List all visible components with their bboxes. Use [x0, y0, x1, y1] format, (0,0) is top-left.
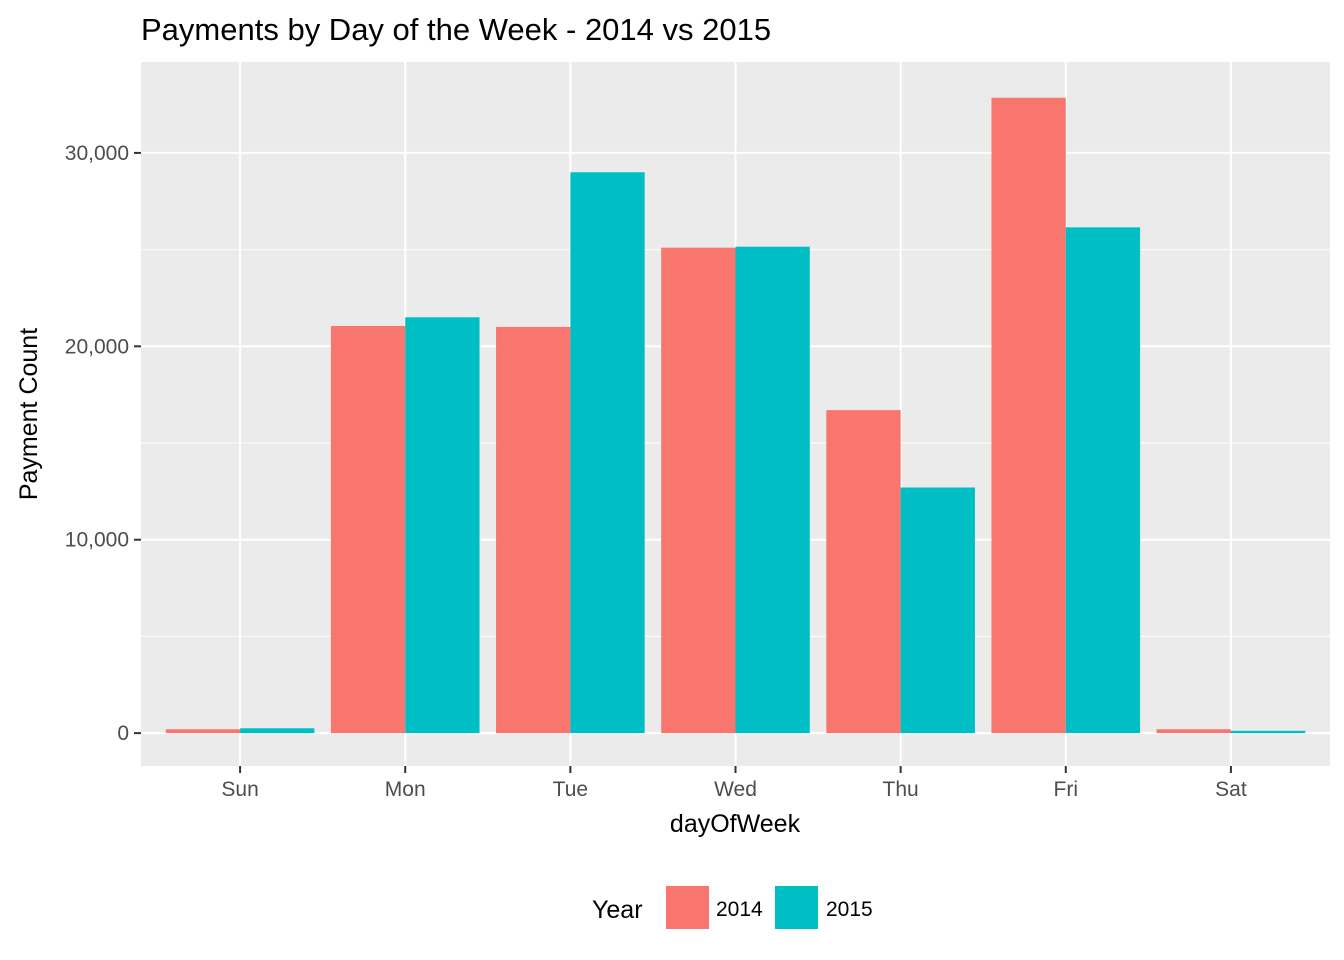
- y-axis: 0 10,000 20,000 30,000: [65, 142, 141, 745]
- bar-2014-thu: [826, 410, 901, 734]
- bar-2015-sat: [1230, 730, 1306, 734]
- x-tick-label: Sat: [1215, 778, 1247, 801]
- x-tick-label: Sun: [221, 778, 258, 801]
- y-tick-label: 10,000: [65, 529, 129, 552]
- x-tick-label: Wed: [714, 778, 757, 801]
- y-tick-label: 30,000: [65, 142, 129, 165]
- bars: [165, 97, 1306, 734]
- x-axis-title: dayOfWeek: [670, 810, 801, 838]
- bar-2014-sat: [1156, 729, 1231, 734]
- bar-2014-fri: [991, 97, 1066, 734]
- legend-key-2014: [666, 886, 709, 929]
- x-tick-label: Mon: [385, 778, 426, 801]
- y-axis-title: Payment Count: [15, 328, 43, 500]
- legend-label-2015: 2015: [826, 898, 873, 921]
- bar-2015-mon: [405, 317, 480, 734]
- x-tick-label: Tue: [553, 778, 588, 801]
- x-tick-label: Fri: [1054, 778, 1079, 801]
- bar-2015-sun: [240, 728, 315, 734]
- bar-2015-wed: [735, 246, 810, 734]
- x-tick-label: Thu: [883, 778, 919, 801]
- legend-label-2014: 2014: [716, 898, 763, 921]
- y-tick-label: 20,000: [65, 335, 129, 358]
- bar-2015-thu: [900, 487, 975, 734]
- legend: Year 2014 2015: [592, 886, 873, 929]
- bar-2015-tue: [570, 172, 645, 734]
- bar-2014-wed: [661, 247, 736, 734]
- legend-title: Year: [592, 896, 643, 924]
- chart-title: Payments by Day of the Week - 2014 vs 20…: [141, 12, 771, 47]
- bar-2014-sun: [165, 729, 241, 734]
- legend-key-2015: [775, 886, 818, 929]
- bar-2015-fri: [1065, 227, 1141, 734]
- bar-2014-tue: [496, 326, 571, 734]
- y-tick-label: 0: [117, 722, 129, 745]
- x-axis: Sun Mon Tue Wed Thu Fri Sat: [221, 766, 1247, 801]
- bar-2014-mon: [330, 326, 406, 734]
